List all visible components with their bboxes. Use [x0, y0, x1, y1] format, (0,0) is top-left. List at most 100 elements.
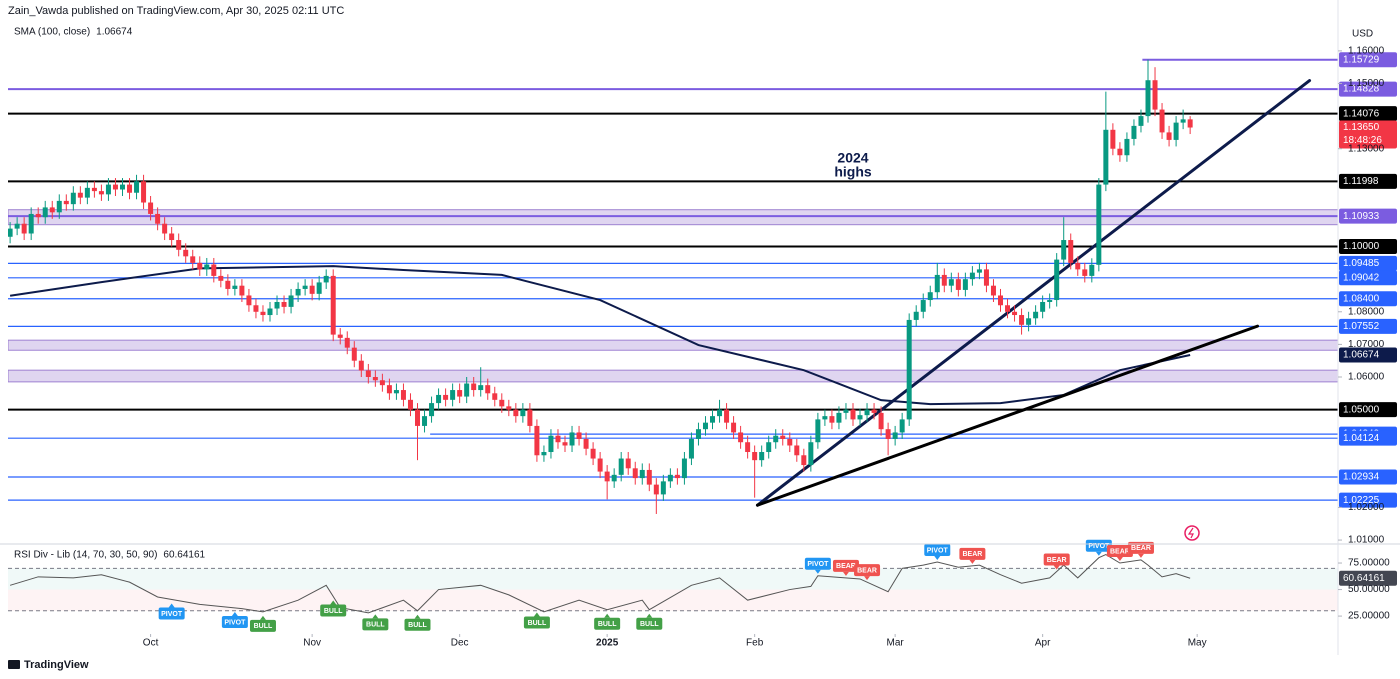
candle-body [190, 256, 196, 263]
rsi-last-box [1339, 570, 1397, 586]
level-box [1339, 239, 1397, 255]
level-box [1339, 81, 1397, 97]
candle-body [639, 469, 645, 479]
candle-body [541, 452, 547, 456]
signal-box [221, 615, 248, 628]
candle-body [232, 285, 238, 289]
candle-body [913, 311, 919, 320]
level-box [1339, 318, 1397, 334]
candle-body [386, 385, 392, 394]
signal-box [1043, 553, 1070, 566]
signal-box [362, 618, 389, 631]
candle-body [225, 280, 231, 289]
candle-body [576, 432, 582, 439]
candle-body [780, 435, 786, 439]
candle-body [295, 288, 301, 296]
candle-body [176, 240, 182, 250]
candle-body [1096, 184, 1102, 265]
candle-body [436, 394, 442, 404]
signal-label: BULL [408, 622, 427, 629]
rsi-zone [8, 568, 1338, 590]
candle-body [1082, 269, 1088, 276]
level-label: 1.10000 [1343, 241, 1380, 252]
candle-body [738, 432, 744, 443]
signal-pointer [372, 614, 379, 619]
candle-body [443, 394, 449, 400]
signal-label: BULL [366, 622, 385, 629]
signal-pointer [330, 600, 337, 605]
candle-body [358, 360, 364, 371]
signal-label: PIVOT [807, 561, 829, 568]
signal-pointer [842, 571, 849, 576]
annotation: 2024 [837, 150, 868, 166]
signal-box [854, 564, 881, 577]
candle-body [752, 452, 758, 461]
candle-body [1033, 311, 1039, 319]
sma-legend-value: 1.06674 [96, 27, 133, 38]
signal-pointer [1137, 553, 1144, 558]
zone [8, 209, 1338, 226]
candle-body [920, 300, 926, 312]
candle-body [1159, 109, 1165, 133]
signal-pointer [646, 613, 653, 618]
level-label: 1.04124 [1343, 433, 1380, 444]
level-box [1339, 208, 1397, 224]
candle-body [548, 435, 554, 453]
candle-body [660, 481, 666, 495]
rsi-zone [8, 589, 1338, 611]
sma-legend: SMA (100, close) [14, 27, 90, 38]
y-tick-label: 1.15000 [1348, 78, 1385, 89]
signal-pointer [259, 615, 266, 620]
candle-body [239, 285, 245, 296]
rsi-line [9, 553, 1191, 614]
candle-body [457, 390, 463, 397]
signal-box [636, 617, 663, 630]
signal-box [320, 604, 347, 617]
candle-body [422, 416, 428, 426]
candle-body [70, 192, 76, 205]
candle-body [1075, 262, 1081, 270]
signal-box [523, 616, 550, 629]
signal-pointer [814, 569, 821, 574]
signal-box [959, 547, 986, 560]
signal-box [158, 607, 185, 620]
x-tick-label: Apr [1035, 638, 1051, 649]
candle-body [337, 334, 343, 338]
candle-body [1166, 132, 1172, 140]
candle-body [611, 474, 617, 482]
alert-icon [1187, 527, 1194, 539]
logo: TradingView [8, 659, 89, 671]
rsi-last-label: 60.64161 [1343, 573, 1385, 584]
candle-body [127, 184, 133, 193]
candle-body [365, 370, 371, 378]
candle-body [112, 184, 118, 190]
candle-body [197, 262, 203, 270]
candle-body [885, 429, 891, 439]
candle-body [955, 279, 961, 290]
candle-body [808, 442, 814, 466]
candle-body [8, 228, 13, 237]
candle-body [1005, 305, 1011, 312]
signal-pointer [864, 576, 871, 581]
logo-icon [8, 660, 20, 669]
candle-body [148, 202, 154, 214]
candle-body [485, 385, 491, 394]
signal-pointer [533, 612, 540, 617]
candle-body [815, 419, 821, 443]
signal-pointer [1053, 565, 1060, 570]
candle-body [555, 435, 561, 443]
candle-body [260, 311, 266, 316]
candle-body [400, 390, 406, 400]
signal-pointer [168, 603, 175, 608]
candle-body [513, 409, 519, 417]
last-price-box [1339, 120, 1397, 149]
candle-body [302, 285, 308, 289]
signal-label: BEAR [1110, 548, 1130, 555]
signal-label: BULL [254, 623, 273, 630]
candle-body [773, 435, 779, 443]
sma-box [1339, 347, 1397, 363]
candle-body [583, 438, 589, 449]
candle-body [204, 264, 210, 270]
candle-body [1145, 80, 1151, 117]
level-label: 1.11998 [1343, 176, 1379, 187]
